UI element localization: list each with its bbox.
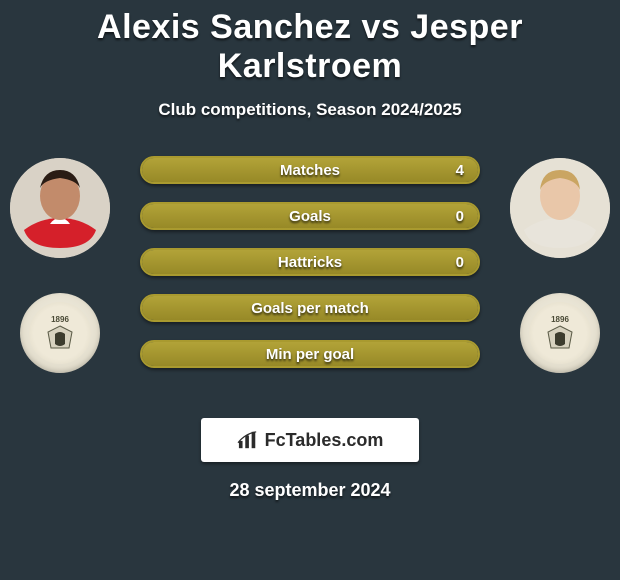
fctables-logo: FcTables.com xyxy=(201,418,419,462)
club-crest-icon xyxy=(545,324,575,352)
stat-value: 4 xyxy=(456,162,464,179)
stats-bars: Matches 4 Goals 0 Hattricks 0 Goals per match M… xyxy=(140,148,480,368)
stat-label: Goals per match xyxy=(251,300,369,317)
club-year: 1896 xyxy=(551,315,569,324)
player-face-icon xyxy=(510,158,610,258)
snapshot-date: 28 september 2024 xyxy=(0,480,620,501)
page-title: Alexis Sanchez vs Jesper Karlstroem xyxy=(0,0,620,86)
player-avatar-right xyxy=(510,158,610,258)
bar-chart-icon xyxy=(237,430,259,450)
stat-label: Min per goal xyxy=(266,346,354,363)
stat-label: Goals xyxy=(289,208,331,225)
logo-text: FcTables.com xyxy=(265,430,384,451)
stat-label: Matches xyxy=(280,162,340,179)
club-crest-icon xyxy=(45,324,75,352)
comparison-panel: 1896 1896 Matches4Goals0Hattricks0Goals … xyxy=(0,148,620,408)
page-subtitle: Club competitions, Season 2024/2025 xyxy=(0,100,620,120)
stat-value: 0 xyxy=(456,254,464,271)
player-face-icon xyxy=(10,158,110,258)
club-badge-left: 1896 xyxy=(20,293,100,373)
stat-bar: Goals 0 xyxy=(140,202,480,230)
stat-bar: Hattricks 0 xyxy=(140,248,480,276)
club-badge-right: 1896 xyxy=(520,293,600,373)
club-year: 1896 xyxy=(51,315,69,324)
player-avatar-left xyxy=(10,158,110,258)
stat-bar: Min per goal xyxy=(140,340,480,368)
stat-value: 0 xyxy=(456,208,464,225)
stat-bar: Matches 4 xyxy=(140,156,480,184)
stat-label: Hattricks xyxy=(278,254,342,271)
stat-bar: Goals per match xyxy=(140,294,480,322)
